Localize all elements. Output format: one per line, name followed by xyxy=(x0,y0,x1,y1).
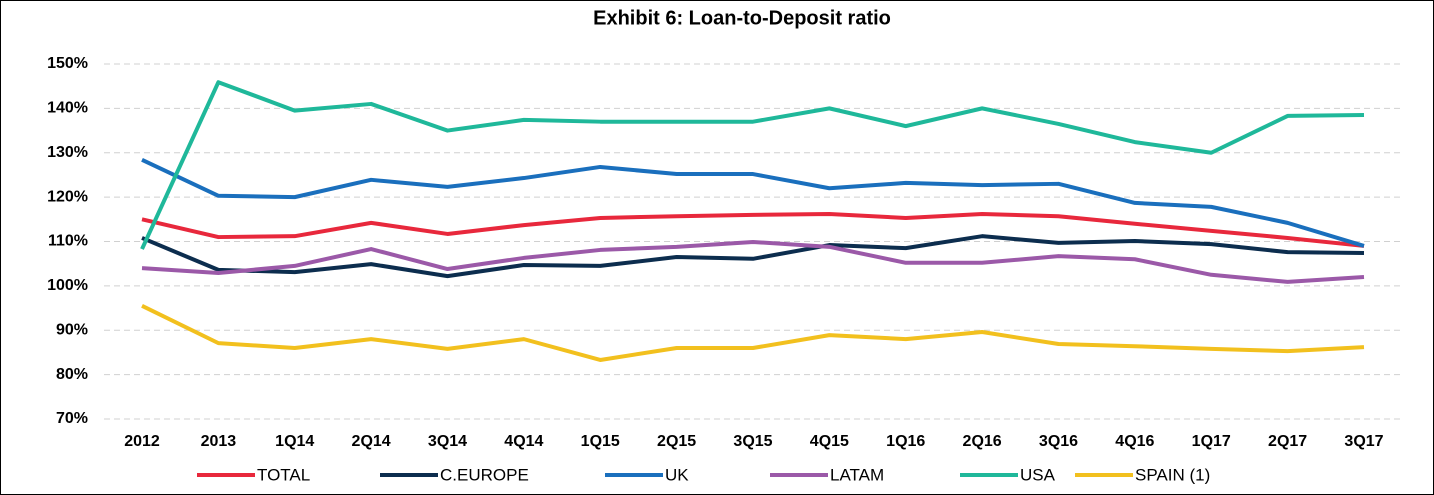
x-tick-label: 3Q14 xyxy=(428,433,467,450)
x-tick-label: 2012 xyxy=(124,433,160,450)
y-tick-label: 80% xyxy=(56,366,88,383)
x-tick-label: 1Q16 xyxy=(886,433,925,450)
x-tick-label: 3Q17 xyxy=(1344,433,1383,450)
x-tick-label: 1Q17 xyxy=(1192,433,1231,450)
series-line xyxy=(141,239,1365,284)
y-tick-label: 150% xyxy=(47,55,88,72)
x-tick-label: 4Q16 xyxy=(1115,433,1154,450)
legend-label: TOTAL xyxy=(257,465,310,484)
y-tick-label: 70% xyxy=(56,410,88,427)
legend-label: UK xyxy=(665,465,689,484)
x-tick-label: 3Q16 xyxy=(1039,433,1078,450)
y-tick-label: 100% xyxy=(47,277,88,294)
series-line xyxy=(141,158,1365,248)
x-tick-label: 2Q14 xyxy=(352,433,391,450)
series-line xyxy=(141,304,1365,362)
x-tick-label: 4Q14 xyxy=(504,433,543,450)
x-tick-label: 2Q17 xyxy=(1268,433,1307,450)
legend-label: SPAIN (1) xyxy=(1135,465,1210,484)
y-tick-label: 120% xyxy=(47,188,88,205)
x-tick-label: 4Q15 xyxy=(810,433,849,450)
legend-label: USA xyxy=(1020,465,1056,484)
legend-label: LATAM xyxy=(830,465,884,484)
y-tick-label: 90% xyxy=(56,321,88,338)
y-tick-label: 130% xyxy=(47,144,88,161)
x-tick-label: 1Q15 xyxy=(581,433,620,450)
y-tick-label: 140% xyxy=(47,100,88,117)
x-tick-label: 3Q15 xyxy=(733,433,772,450)
x-tick-label: 2013 xyxy=(201,433,237,450)
legend-label: C.EUROPE xyxy=(440,465,529,484)
series-line xyxy=(141,211,1365,248)
y-tick-label: 110% xyxy=(48,233,88,250)
series-line xyxy=(140,80,1365,250)
series-line xyxy=(141,234,1365,279)
x-tick-label: 2Q15 xyxy=(657,433,696,450)
x-tick-label: 1Q14 xyxy=(275,433,314,450)
x-tick-label: 2Q16 xyxy=(963,433,1002,450)
chart-title: Exhibit 6: Loan-to-Deposit ratio xyxy=(593,7,891,29)
